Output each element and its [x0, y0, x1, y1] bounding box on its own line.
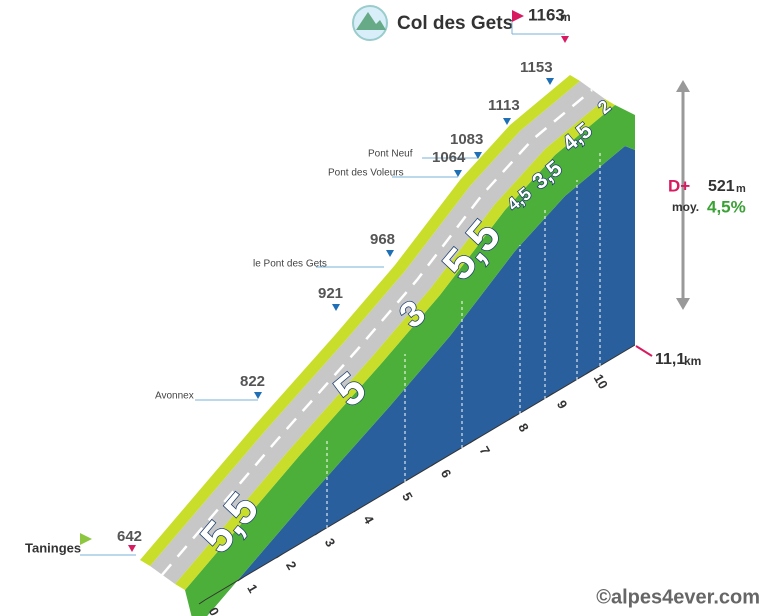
- road-edge-lower: [175, 99, 615, 590]
- altitude: 1083: [450, 131, 483, 148]
- altitude: 1064: [432, 149, 466, 166]
- km-tick: [585, 369, 593, 375]
- place: Pont Neuf: [368, 149, 413, 160]
- logo-mountain: [356, 12, 386, 30]
- green-face: [185, 105, 635, 616]
- dplus-label: D+: [668, 176, 690, 195]
- altitude: 1113: [488, 97, 520, 114]
- place: Avonnex: [155, 391, 194, 402]
- km-label: 10: [591, 371, 611, 391]
- segment-lines: [326, 152, 601, 528]
- km-tick: [276, 553, 283, 559]
- altitude: 822: [240, 373, 265, 390]
- place: Pont des Voleurs: [328, 168, 404, 179]
- km-tick: [547, 392, 554, 398]
- place: le Pont des Gets: [253, 259, 327, 270]
- road-center-line: [161, 89, 593, 576]
- km-tick: [198, 599, 206, 605]
- summit-name: Col des Gets: [397, 13, 513, 34]
- altitude: 968: [370, 231, 395, 248]
- km-tick: [430, 461, 438, 467]
- km-tick: [508, 415, 515, 421]
- distance-value: 11,1: [655, 351, 685, 368]
- km-tick: [392, 484, 399, 490]
- waypoints: 1153 1113 1083 Pont Neuf 1064 Pont des V…: [155, 59, 554, 402]
- km-label: 1: [244, 582, 261, 596]
- km-label: 6: [438, 467, 455, 481]
- summit-altitude: 1163: [528, 5, 565, 24]
- km-tick: [237, 576, 244, 582]
- start-marker: [128, 545, 136, 552]
- km-label: 2: [283, 559, 300, 573]
- start-flag: [80, 533, 92, 545]
- blue-face: [199, 146, 635, 616]
- road-edge-upper: [140, 75, 580, 566]
- road: [150, 81, 605, 584]
- km-tick: [353, 507, 361, 513]
- km-label: 0: [206, 605, 223, 616]
- km-tick: [314, 530, 322, 536]
- avg-value: 4,5%: [707, 197, 746, 216]
- distance-unit: km: [684, 354, 701, 368]
- summit-unit: m: [560, 10, 571, 24]
- altitude: 921: [318, 285, 343, 302]
- km-label: 9: [554, 398, 571, 412]
- km-label: 8: [515, 421, 532, 435]
- dplus-value: 521: [708, 178, 735, 195]
- avg-label: moy.: [672, 200, 699, 214]
- km-label: 7: [477, 444, 494, 458]
- km-label: 4: [360, 513, 377, 527]
- altitude: 1153: [520, 59, 553, 76]
- summit-marker: [561, 36, 569, 43]
- summit-flag: [512, 10, 524, 22]
- start-name: Taninges: [25, 540, 81, 555]
- km-label: 5: [399, 490, 416, 504]
- start-altitude: 642: [117, 528, 142, 545]
- credit: ©alpes4ever.com: [596, 586, 760, 608]
- km-label: 3: [322, 536, 339, 550]
- dplus-unit: m: [736, 183, 746, 195]
- km-tick: [469, 438, 477, 444]
